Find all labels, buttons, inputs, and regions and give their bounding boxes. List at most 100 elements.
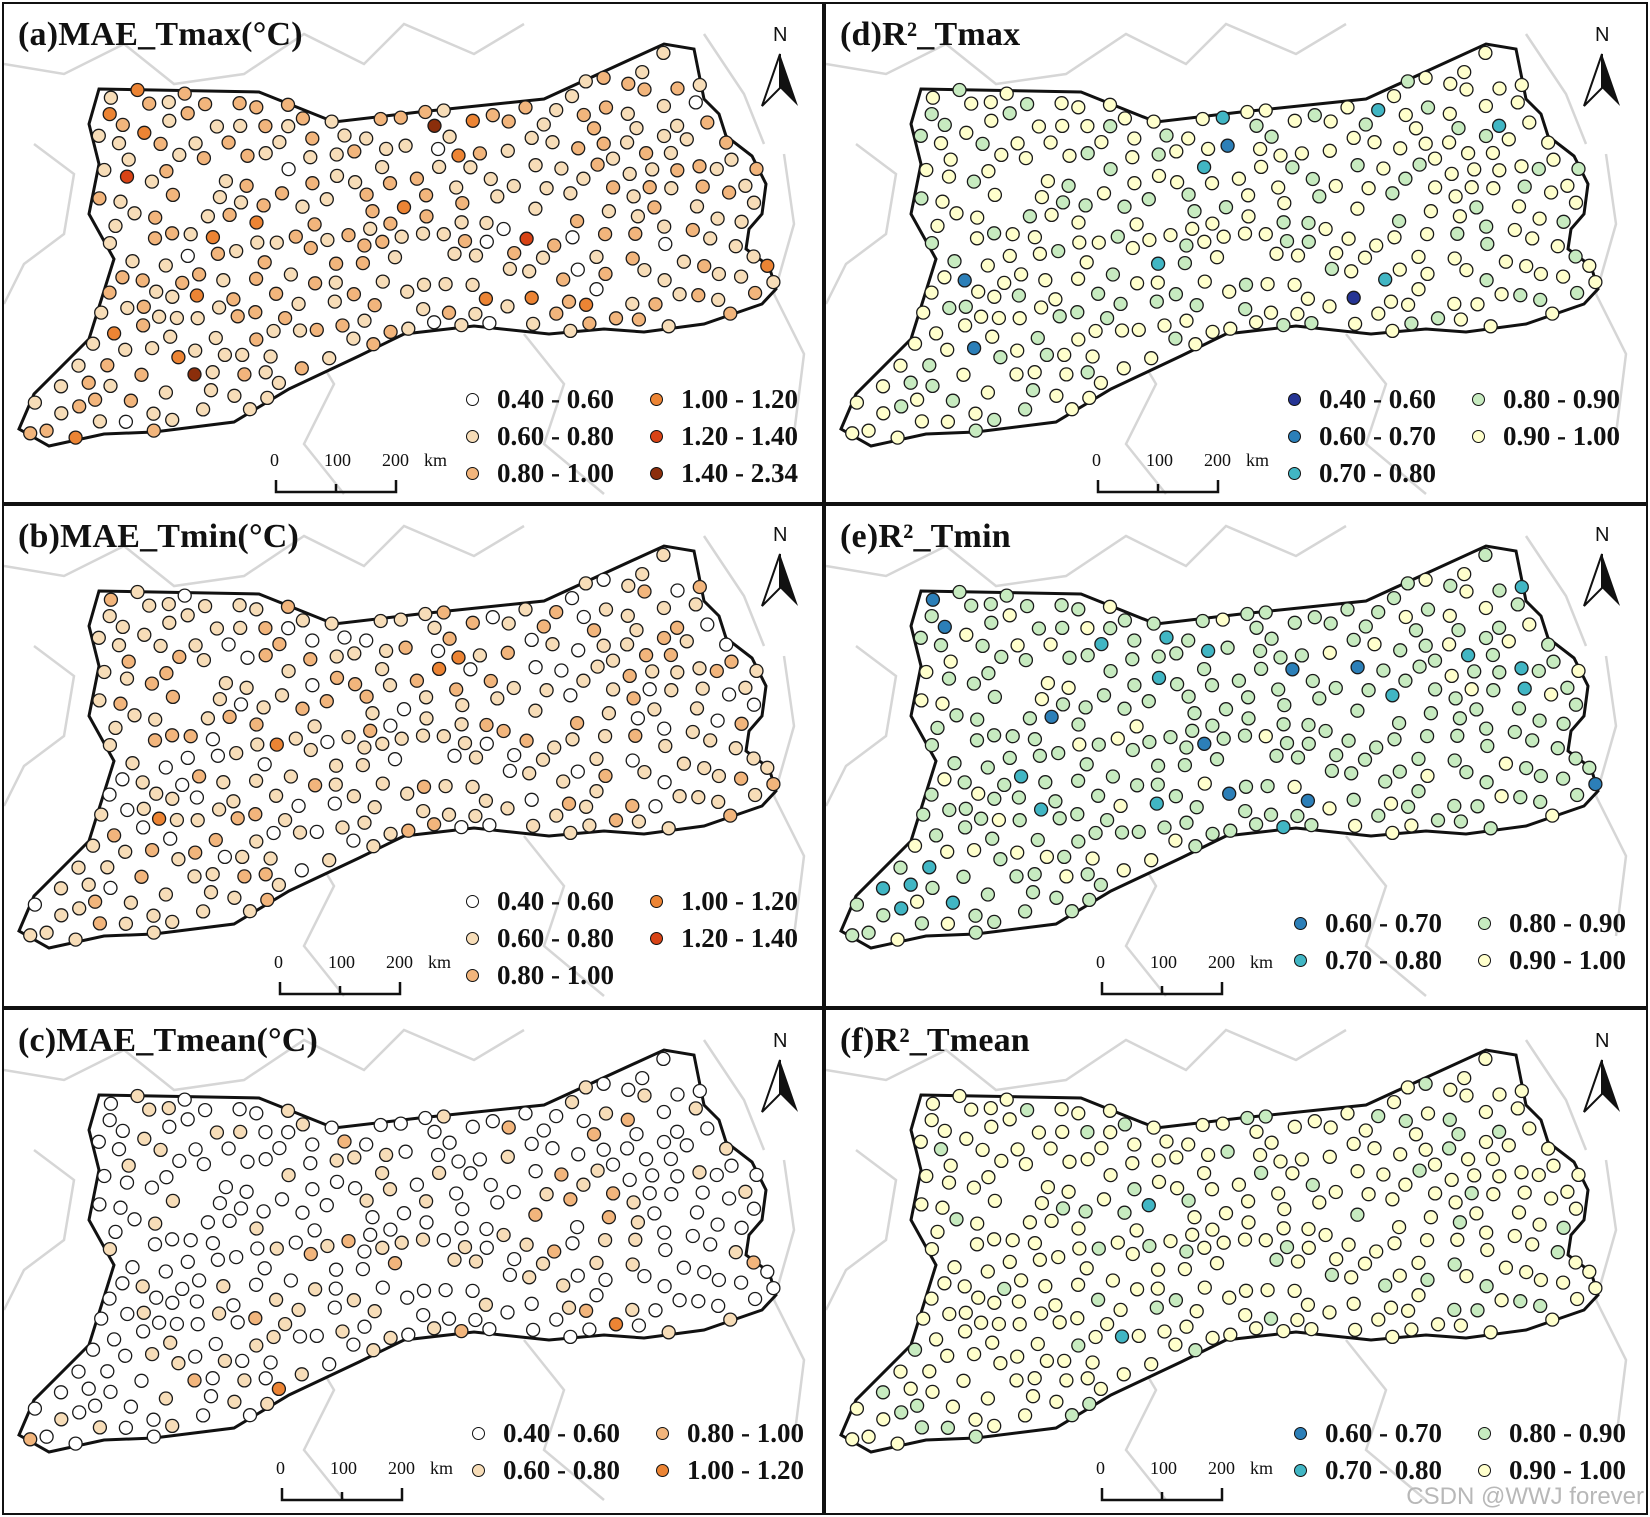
station-point [1009,367,1024,382]
station-point [1078,700,1093,715]
station-point [1179,1244,1194,1259]
panel-r2-tmax: (d)R²_Tmax 0.40 - 0.60 0.80 - 0.90 0.60 … [824,2,1648,504]
scale-label: km [1250,952,1274,972]
station-point [146,406,161,421]
station-point [501,114,516,129]
station-point [233,1201,249,1216]
legend-label: 0.90 - 1.00 [1509,945,1626,975]
station-point [578,1080,593,1095]
scale-label: 0 [276,1458,285,1478]
station-point [628,728,643,743]
station-point [941,671,957,686]
station-point [1517,1185,1532,1200]
station-point [922,860,937,875]
station-point [1163,1233,1178,1249]
station-point [1205,1330,1220,1346]
station-point [590,659,605,674]
station-point [919,1168,934,1184]
station-point [113,696,128,711]
station-point [1125,742,1140,758]
station-point [1264,1135,1279,1150]
station-point [719,637,734,652]
station-point [1019,96,1035,112]
station-point [1448,691,1463,706]
station-point [1010,1142,1025,1157]
station-point [1427,151,1443,166]
station-point [1533,794,1548,810]
scale-label: 200 [382,450,409,470]
station-point [1055,620,1070,636]
station-point [1304,817,1319,833]
station-point [281,1167,296,1183]
station-point [195,904,211,919]
station-point [1150,1262,1166,1277]
station-point [1080,146,1095,161]
legend-swatch [1288,430,1301,443]
station-point [1525,733,1540,748]
station-point [91,1134,106,1149]
station-point [175,1281,190,1297]
station-point [468,750,484,765]
station-point [426,1321,442,1336]
station-point [1114,323,1130,338]
station-point [465,1283,480,1299]
station-point [637,1088,652,1103]
station-point [589,784,604,799]
station-point [115,270,130,285]
station-point [1387,732,1402,747]
station-point [576,609,591,625]
legend-item: 0.90 - 1.00 [1478,945,1626,976]
station-point [734,716,749,731]
station-point [1117,1205,1132,1220]
station-point [535,752,551,767]
station-point [175,275,190,291]
north-arrow-icon [1583,553,1620,607]
station-point [1457,566,1472,582]
station-point [1129,1223,1144,1238]
station-point [971,1290,986,1305]
map-area [4,22,806,495]
station-point [1062,650,1077,665]
station-point [1142,734,1157,750]
station-point [1300,1297,1316,1312]
station-point [485,610,500,625]
station-point [209,119,225,134]
station-point [1361,181,1376,196]
station-point [930,1224,945,1240]
station-point [180,750,195,766]
station-point [970,210,985,225]
station-point [240,650,255,665]
station-point [468,1312,483,1328]
admin-boundary [1524,1039,1588,1151]
station-point [528,158,543,173]
station-point [118,916,134,931]
station-point [1322,801,1337,816]
station-point [1371,604,1386,620]
legend-item: 1.00 - 1.20 [650,886,798,917]
station-point [1411,784,1426,799]
north-arrow-icon [1583,1059,1620,1113]
station-point [630,209,646,224]
station-point [1049,388,1064,403]
station-point [1494,287,1509,302]
station-point [1116,361,1131,376]
station-point [479,234,494,249]
station-point [648,799,663,814]
station-point [631,1318,647,1333]
station-point [1034,189,1050,205]
station-point [211,802,227,817]
station-point [933,638,949,653]
station-point [1269,1252,1284,1267]
station-point [924,787,939,802]
station-point [303,742,318,758]
station-point [1031,119,1047,134]
station-point [1019,1102,1035,1118]
north-arrow: N [756,24,806,124]
scale-label: 200 [1208,1458,1235,1478]
station-point [277,812,293,828]
station-point [1287,1119,1302,1134]
station-point [320,1238,335,1254]
station-point [366,1343,381,1358]
station-point [294,361,309,376]
station-point [1237,226,1253,241]
